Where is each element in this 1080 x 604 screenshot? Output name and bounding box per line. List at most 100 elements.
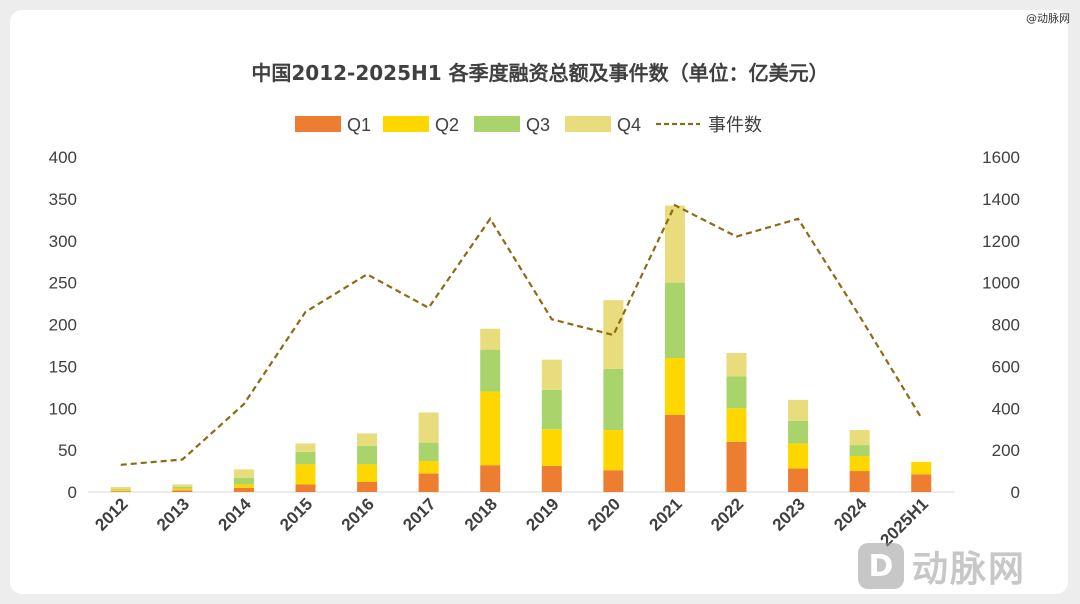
x-axis-tick-label: 2013 — [153, 494, 193, 534]
right-axis-tick-label: 1000 — [982, 274, 1020, 293]
bars — [110, 205, 932, 492]
bar-q2-2022 — [726, 408, 747, 442]
right-axis-tick-label: 600 — [992, 357, 1020, 376]
bar-q1-2015 — [295, 484, 316, 492]
legend-swatch-q3 — [474, 116, 520, 132]
bar-q3-2020 — [603, 368, 624, 431]
bar-q4-2016 — [357, 433, 378, 446]
right-axis-tick-label: 200 — [992, 441, 1020, 460]
x-axis-tick-label: 2022 — [707, 494, 747, 534]
left-axis: 0 50 100 150 200 250 300 350 400 — [49, 148, 77, 502]
bar-q3-2024 — [849, 445, 870, 456]
bar-q2-2014 — [233, 484, 254, 488]
bar-q1-2022 — [726, 441, 747, 492]
bar-q2-2025H1 — [911, 461, 932, 475]
bar-q4-2012 — [110, 486, 131, 490]
logo-text: 动脉网 — [912, 549, 1027, 590]
chart-title: 中国2012-2025H1 各季度融资总额及事件数（单位：亿美元） — [251, 61, 828, 85]
bar-q1-2019 — [541, 466, 562, 492]
bar-q2-2012 — [110, 490, 131, 492]
x-axis-tick-label: 2015 — [276, 494, 316, 534]
bar-q2-2017 — [418, 461, 439, 474]
bar-q3-2013 — [172, 486, 193, 489]
bar-q3-2018 — [480, 349, 501, 392]
right-axis-tick-label: 1400 — [982, 190, 1020, 209]
bar-q1-2018 — [480, 465, 501, 492]
bar-q1-2020 — [603, 470, 624, 492]
bar-q3-2021 — [664, 282, 685, 358]
bar-q1-2014 — [233, 487, 254, 492]
bar-q3-2012 — [110, 489, 131, 491]
bar-q2-2015 — [295, 464, 316, 485]
bar-q1-2013 — [172, 490, 193, 492]
left-axis-tick-label: 250 — [49, 274, 77, 293]
bar-q1-2024 — [849, 471, 870, 492]
watermark-text: @动脉网 — [1026, 12, 1070, 25]
legend-label-events: 事件数 — [708, 115, 762, 135]
bar-q2-2023 — [788, 443, 809, 469]
x-axis-tick-label: 2014 — [215, 494, 256, 535]
bar-q3-2023 — [788, 420, 809, 444]
right-axis-tick-label: 400 — [992, 399, 1020, 418]
left-axis-tick-label: 200 — [49, 316, 77, 335]
left-axis-tick-label: 50 — [58, 441, 77, 460]
legend-label-q4: Q4 — [617, 115, 641, 135]
legend-label-q3: Q3 — [526, 115, 550, 135]
x-axis-tick-label: 2012 — [91, 494, 131, 534]
x-axis-tick-label: 2024 — [830, 494, 871, 535]
bar-q4-2024 — [849, 430, 870, 446]
right-axis-tick-label: 0 — [1011, 483, 1020, 502]
right-axis-tick-label: 1600 — [982, 148, 1020, 167]
left-axis-tick-label: 100 — [49, 399, 77, 418]
left-axis-tick-label: 400 — [49, 148, 77, 167]
logo-mark-icon: D — [858, 543, 904, 589]
legend-swatch-q4 — [565, 116, 611, 132]
bar-q4-2019 — [541, 359, 562, 390]
bar-q4-2013 — [172, 484, 193, 487]
x-axis-tick-label: 2023 — [769, 494, 809, 534]
chart-card — [10, 10, 1068, 594]
legend-label-q2: Q2 — [435, 115, 459, 135]
legend-swatch-q1 — [295, 116, 341, 132]
bar-q1-2023 — [788, 468, 809, 492]
bar-q2-2021 — [664, 358, 685, 415]
bar-q1-2012 — [110, 491, 131, 492]
bar-q4-2017 — [418, 412, 439, 443]
bar-q1-2017 — [418, 473, 439, 492]
bar-q1-2016 — [357, 481, 378, 492]
bar-q2-2013 — [172, 488, 193, 491]
x-axis: 2012 2013 2014 2015 2016 2017 2018 2019 2020 2021… — [91, 494, 932, 550]
bar-q1-2025H1 — [911, 474, 932, 492]
legend-swatch-q2 — [383, 116, 429, 132]
left-axis-tick-label: 350 — [49, 190, 77, 209]
bar-q2-2024 — [849, 455, 870, 472]
bar-q2-2019 — [541, 429, 562, 467]
right-axis-tick-label: 1200 — [982, 232, 1020, 251]
right-axis: 0 200 400 600 800 1000 1200 1400 1600 — [982, 148, 1020, 502]
bar-q3-2015 — [295, 451, 316, 465]
bar-q3-2022 — [726, 376, 747, 409]
x-axis-tick-label: 2018 — [461, 494, 501, 534]
left-axis-tick-label: 0 — [68, 483, 77, 502]
bar-q2-2018 — [480, 391, 501, 466]
bar-q2-2016 — [357, 464, 378, 482]
left-axis-tick-label: 150 — [49, 357, 77, 376]
bar-q3-2019 — [541, 389, 562, 430]
bar-q3-2017 — [418, 442, 439, 462]
event-line-layer — [120, 203, 923, 466]
event-count-line — [120, 203, 923, 466]
x-axis-tick-label: 2017 — [399, 494, 439, 534]
x-axis-tick-label: 2019 — [522, 494, 562, 534]
legend: Q1 Q2 Q3 Q4 事件数 — [295, 115, 762, 135]
legend-label-q1: Q1 — [347, 115, 371, 135]
bar-q3-2014 — [233, 477, 254, 485]
bar-q4-2021 — [664, 205, 685, 283]
bar-q4-2015 — [295, 443, 316, 452]
bar-q4-2014 — [233, 469, 254, 478]
logo: D 动脉网 — [858, 540, 1026, 592]
bar-q1-2021 — [664, 414, 685, 492]
bar-q4-2020 — [603, 300, 624, 369]
bar-q2-2020 — [603, 430, 624, 471]
x-axis-tick-label: 2020 — [584, 494, 624, 534]
